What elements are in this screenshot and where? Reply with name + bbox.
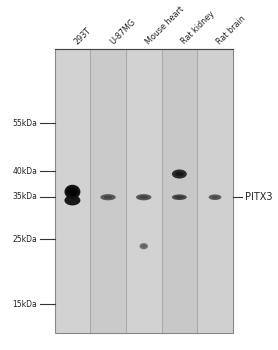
Text: PITX3: PITX3	[245, 192, 272, 202]
Ellipse shape	[172, 169, 187, 178]
Text: 15kDa: 15kDa	[13, 300, 37, 309]
Text: Mouse heart: Mouse heart	[144, 5, 185, 46]
Bar	[54, 49, 233, 332]
Ellipse shape	[100, 194, 116, 200]
Ellipse shape	[103, 196, 113, 199]
Ellipse shape	[67, 187, 78, 196]
Bar	[162, 49, 197, 332]
Ellipse shape	[136, 194, 152, 200]
Text: 293T: 293T	[73, 26, 93, 46]
Ellipse shape	[64, 195, 80, 205]
Text: 25kDa: 25kDa	[13, 234, 37, 244]
Ellipse shape	[208, 194, 221, 200]
Bar	[197, 49, 233, 332]
Ellipse shape	[141, 245, 146, 248]
Ellipse shape	[139, 196, 148, 199]
Ellipse shape	[140, 243, 148, 249]
Bar	[90, 49, 126, 332]
Text: 35kDa: 35kDa	[13, 192, 37, 201]
Text: Rat kidney: Rat kidney	[179, 9, 216, 46]
Ellipse shape	[172, 194, 187, 200]
Bar	[54, 49, 90, 332]
Bar	[54, 49, 233, 332]
Ellipse shape	[175, 172, 184, 176]
Text: 40kDa: 40kDa	[13, 167, 37, 176]
Text: Rat brain: Rat brain	[215, 14, 247, 46]
Text: U-87MG: U-87MG	[108, 17, 137, 46]
Bar	[126, 49, 162, 332]
Text: 55kDa: 55kDa	[13, 119, 37, 127]
Ellipse shape	[211, 196, 219, 199]
Ellipse shape	[175, 196, 184, 199]
Ellipse shape	[64, 185, 80, 199]
